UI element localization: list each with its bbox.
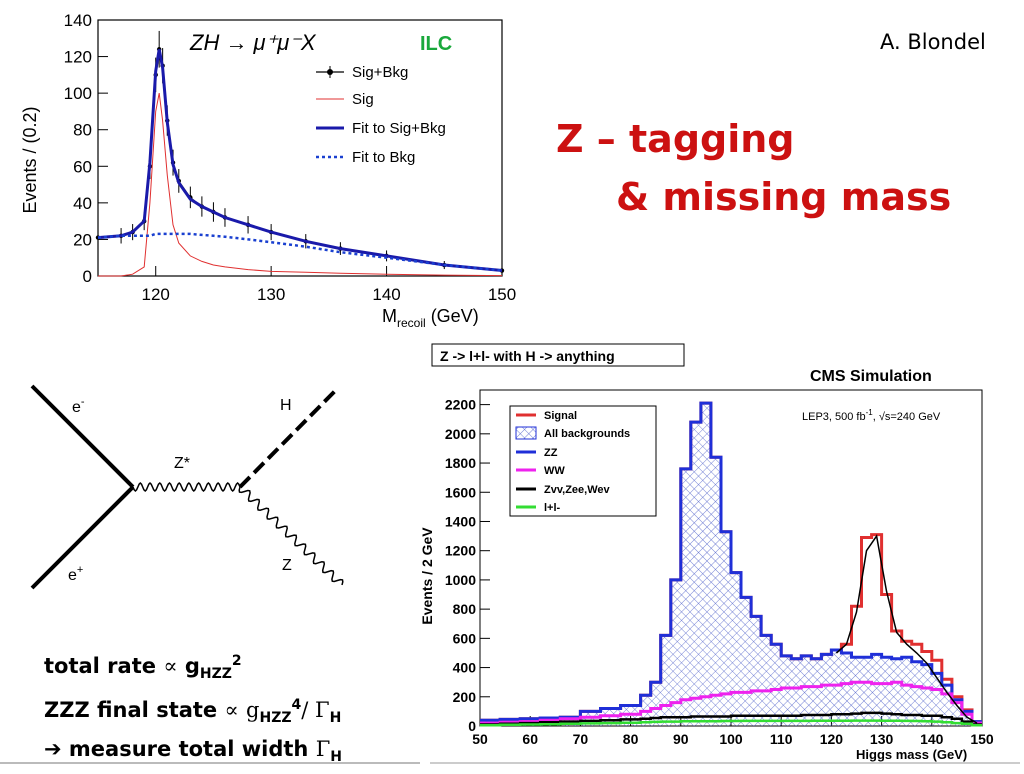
recoil-ytick-label: 20 [73,230,92,249]
legend-signal: Signal [544,410,577,422]
cms-ytick-label: 600 [453,630,477,646]
cms-title: CMS Simulation [810,368,932,385]
cms-xtick-label: 140 [920,731,944,747]
recoil-legend: Sig+Bkg Sig Fit to Sig+Bkg Fit to Bkg [316,64,446,166]
recoil-xtick-label: 150 [488,285,516,304]
cms-series-histogram [480,719,982,727]
cms-ylabel: Events / 2 GeV [419,527,435,625]
label-z-star: Z* [174,455,190,472]
cms-ytick-label: 800 [453,601,477,617]
ilc-tag: ILC [420,33,452,55]
label-e-plus: e+ [68,564,83,584]
author-name: A. Blondel [880,30,986,54]
cms-series-histogram [480,711,982,726]
recoil-series-line [97,232,503,272]
cms-ytick-label: 1200 [445,543,476,559]
recoil-ytick-label: 60 [73,157,92,176]
slide-title-line1: Z – tagging [556,117,795,161]
recoil-ytick-label: 40 [73,194,92,213]
legend-sig-bkg: Sig+Bkg [352,64,408,81]
cms-plot-axes: 0 200 400 600 800 1000 1200 1400 1600 1800 2000 220… [445,389,994,747]
recoil-ytick-label: 0 [83,267,92,286]
feynman-diagram: e- e+ Z* H Z [30,384,344,590]
recoil-plot-curves [95,30,505,277]
cms-ytick-label: 1800 [445,455,476,471]
cms-xtick-label: 90 [673,731,689,747]
divider-left [0,762,420,764]
cms-ytick-label: 400 [453,660,477,676]
cms-xtick-label: 120 [820,731,844,747]
cms-ytick-label: 2200 [445,397,476,413]
label-z: Z [282,557,292,574]
cms-series-histogram [480,401,982,724]
cms-box-label: Z -> l+l- with H -> anything [440,348,615,364]
arrow-icon: ➔ [44,737,62,762]
cms-ytick-label: 1600 [445,484,476,500]
recoil-xtick-label: 140 [372,285,400,304]
recoil-xtick-label: 120 [142,285,170,304]
legend-zz: ZZ [544,447,558,459]
cms-ytick-label: 1000 [445,572,476,588]
cms-xtick-label: 130 [870,731,894,747]
recoil-ylabel: Events / (0.2) [20,106,40,213]
cms-ytick-label: 200 [453,689,477,705]
cms-higgs-mass-plot: Z -> l+l- with H -> anything CMS Simulat… [419,343,994,762]
recoil-plot-axes: 0 20 40 60 80 100 120 140 120 130 140 150 [64,11,517,304]
recoil-ytick-label: 120 [64,48,92,67]
slide-notes: total rate ∝ gHZZ2 ZZZ final state ∝ gHZ… [44,646,342,774]
legend-sig: Sig [352,91,374,108]
recoil-frame [97,19,503,277]
cms-xtick-label: 60 [522,731,538,747]
legend-all-backgrounds: All backgrounds [544,428,630,440]
legend-ll: l+l- [544,502,561,514]
cms-xtick-label: 110 [770,731,793,747]
note-total-width: ➔ measure total width ΓH [44,737,342,766]
electron-line [30,384,135,489]
cms-fit-curve [835,534,978,724]
recoil-ytick-label: 140 [64,11,92,30]
cms-xtick-label: 100 [719,731,743,747]
cms-ytick-label: 2000 [445,426,476,442]
slide-title-line2: & missing mass [616,175,952,219]
cms-xtick-label: 70 [573,731,589,747]
cms-xtick-label: 80 [623,731,639,747]
note-total-rate: total rate ∝ gHZZ2 [44,653,242,683]
z-boson-line [238,486,344,586]
label-e-minus: e- [72,396,85,416]
cms-ytick-label: 1400 [445,513,476,529]
cms-plot-curves [480,401,982,727]
label-h: H [280,397,292,414]
cms-series-histogram [480,680,982,725]
recoil-xtick-label: 130 [257,285,285,304]
recoil-mass-plot: 0 20 40 60 80 100 120 140 120 130 140 150 ZH → μ⁺μ⁻… [20,11,517,330]
positron-line [30,485,135,590]
recoil-plot-title: ZH → μ⁺μ⁻X [189,30,317,55]
recoil-ytick-label: 100 [64,84,92,103]
z-star-propagator [132,481,241,493]
recoil-xlabel: Mrecoil (GeV) [382,306,479,330]
higgs-line [238,386,340,489]
legend-ww: WW [544,465,565,477]
recoil-series-line [97,49,503,272]
legend-fit-bkg: Fit to Bkg [352,149,415,166]
divider-right [430,762,1020,764]
recoil-series-line [97,49,503,271]
cms-ytick-label: 0 [468,718,476,734]
cms-annotation: LEP3, 500 fb-1, √s=240 GeV [802,408,941,423]
cms-box-label-frame [431,343,685,367]
cms-xtick-label: 50 [472,731,488,747]
cms-legend: Signal All backgrounds ZZ WW Zvv,Zee,Wev… [509,405,657,517]
legend-fit-sig-bkg: Fit to Sig+Bkg [352,120,446,137]
cms-xtick-label: 150 [970,731,994,747]
slide-title: Z – tagging & missing mass [556,110,951,226]
recoil-ytick-label: 80 [73,121,92,140]
cms-xlabel: Higgs mass (GeV) [856,747,967,762]
legend-zvv: Zvv,Zee,Wev [544,484,611,496]
note-zzz-final-state: ZZZ final state ∝ gHZZ4/ ΓH [44,697,342,727]
